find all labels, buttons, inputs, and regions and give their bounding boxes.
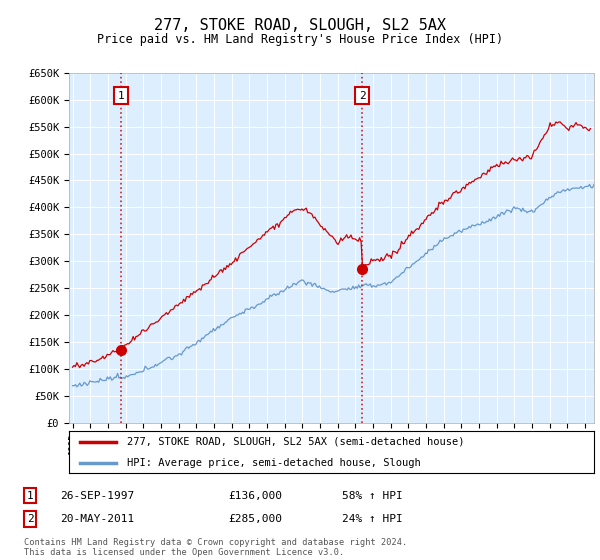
Text: 2: 2	[359, 91, 365, 101]
Text: 20-MAY-2011: 20-MAY-2011	[60, 514, 134, 524]
Text: £136,000: £136,000	[228, 491, 282, 501]
Text: 277, STOKE ROAD, SLOUGH, SL2 5AX (semi-detached house): 277, STOKE ROAD, SLOUGH, SL2 5AX (semi-d…	[127, 437, 464, 447]
Text: 1: 1	[118, 91, 124, 101]
Text: 24% ↑ HPI: 24% ↑ HPI	[342, 514, 403, 524]
Text: 1: 1	[26, 491, 34, 501]
Text: Contains HM Land Registry data © Crown copyright and database right 2024.
This d: Contains HM Land Registry data © Crown c…	[24, 538, 407, 557]
Text: 26-SEP-1997: 26-SEP-1997	[60, 491, 134, 501]
Text: £285,000: £285,000	[228, 514, 282, 524]
Text: 2: 2	[26, 514, 34, 524]
Text: HPI: Average price, semi-detached house, Slough: HPI: Average price, semi-detached house,…	[127, 458, 421, 468]
Text: 277, STOKE ROAD, SLOUGH, SL2 5AX: 277, STOKE ROAD, SLOUGH, SL2 5AX	[154, 18, 446, 32]
Text: 58% ↑ HPI: 58% ↑ HPI	[342, 491, 403, 501]
Text: Price paid vs. HM Land Registry's House Price Index (HPI): Price paid vs. HM Land Registry's House …	[97, 32, 503, 46]
